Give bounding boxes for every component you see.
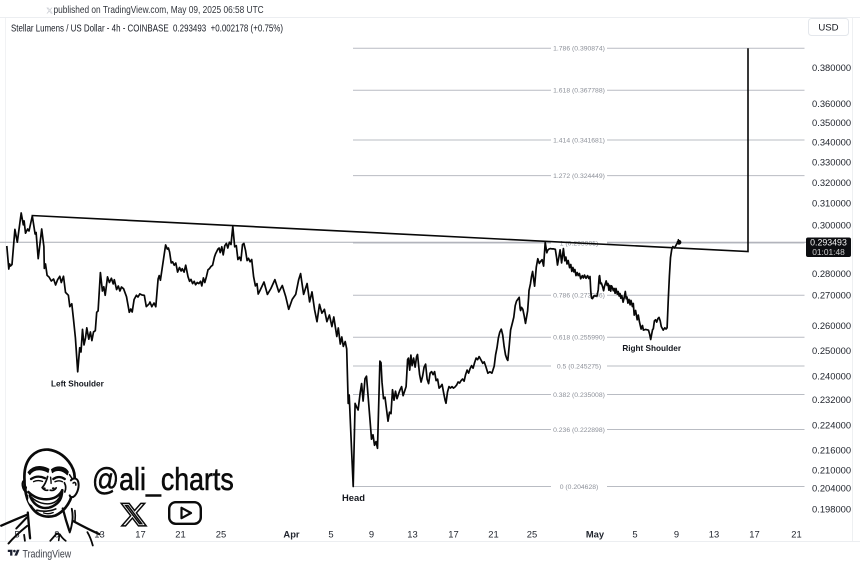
svg-text:0.198000: 0.198000 — [812, 504, 851, 515]
svg-text:9: 9 — [674, 529, 679, 540]
svg-text:0.232000: 0.232000 — [812, 394, 851, 405]
svg-text:Right Shoulder: Right Shoulder — [622, 344, 681, 353]
svg-text:21: 21 — [488, 529, 498, 540]
svg-text:0.350000: 0.350000 — [812, 117, 851, 128]
svg-text:USD: USD — [818, 23, 838, 34]
svg-text:5: 5 — [632, 529, 637, 540]
svg-text:1.414 (0.341681): 1.414 (0.341681) — [553, 137, 605, 144]
svg-text:1.618 (0.367788): 1.618 (0.367788) — [553, 88, 605, 95]
svg-text:9: 9 — [369, 529, 374, 540]
svg-text:@ali_charts: @ali_charts — [92, 463, 234, 497]
svg-text:0.300000: 0.300000 — [812, 219, 851, 230]
svg-text:25: 25 — [216, 529, 226, 540]
svg-text:17: 17 — [135, 529, 145, 540]
svg-text:17: 17 — [448, 529, 458, 540]
svg-text:1.786 (0.390874): 1.786 (0.390874) — [553, 46, 605, 53]
svg-text:13: 13 — [407, 529, 417, 540]
svg-text:published on TradingView.com,: published on TradingView.com, May 09, 20… — [54, 5, 265, 16]
svg-text:0 (0.204628): 0 (0.204628) — [560, 484, 599, 491]
svg-text:0.618 (0.255990): 0.618 (0.255990) — [553, 335, 605, 342]
svg-text:1.272 (0.324449): 1.272 (0.324449) — [553, 173, 605, 180]
svg-text:0.236 (0.222898): 0.236 (0.222898) — [553, 427, 605, 434]
svg-text:13: 13 — [709, 529, 719, 540]
svg-text:TradingView: TradingView — [23, 549, 72, 561]
svg-text:21: 21 — [791, 529, 801, 540]
svg-text:0.786 (0.273206): 0.786 (0.273206) — [553, 293, 605, 300]
svg-text:Head: Head — [342, 492, 365, 503]
svg-text:0.270000: 0.270000 — [812, 290, 851, 301]
svg-text:0.360000: 0.360000 — [812, 98, 851, 109]
svg-text:May: May — [586, 529, 605, 540]
svg-text:0.224000: 0.224000 — [812, 420, 851, 431]
svg-text:Apr: Apr — [283, 529, 299, 540]
svg-text:0.280000: 0.280000 — [812, 268, 851, 279]
svg-text:0.260000: 0.260000 — [812, 320, 851, 331]
svg-text:0.310000: 0.310000 — [812, 198, 851, 209]
svg-text:0.210000: 0.210000 — [812, 465, 851, 476]
svg-text:21: 21 — [175, 529, 185, 540]
svg-text:0.5 (0.245275): 0.5 (0.245275) — [557, 363, 601, 370]
svg-text:25: 25 — [527, 529, 537, 540]
svg-text:5: 5 — [328, 529, 333, 540]
svg-text:0.382 (0.235008): 0.382 (0.235008) — [553, 392, 605, 399]
svg-text:0.293493: 0.293493 — [810, 238, 847, 248]
svg-text:0.330000: 0.330000 — [812, 156, 851, 167]
svg-text:Stellar Lumens / US Dollar - 4: Stellar Lumens / US Dollar - 4h - COINBA… — [11, 23, 283, 34]
svg-text:0.204000: 0.204000 — [812, 483, 851, 494]
svg-text:0.240000: 0.240000 — [812, 371, 851, 382]
svg-text:0.216000: 0.216000 — [812, 445, 851, 456]
svg-text:0.340000: 0.340000 — [812, 136, 851, 147]
svg-text:0.380000: 0.380000 — [812, 62, 851, 73]
svg-text:17: 17 — [749, 529, 759, 540]
svg-text:01:01:48: 01:01:48 — [812, 247, 845, 257]
svg-text:Left Shoulder: Left Shoulder — [51, 379, 105, 388]
svg-text:0.320000: 0.320000 — [812, 177, 851, 188]
svg-text:0.250000: 0.250000 — [812, 345, 851, 356]
